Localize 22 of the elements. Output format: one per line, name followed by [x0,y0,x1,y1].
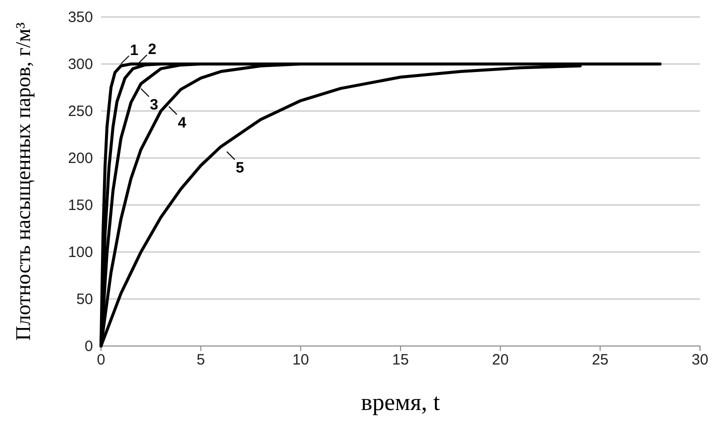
annotation: 4 [178,114,187,132]
y-tick-label: 100 [68,244,93,261]
x-tick-label: 25 [592,352,609,369]
y-tick-label: 150 [68,196,93,214]
x-tick-label: 15 [392,352,409,369]
annotation: 3 [150,96,158,114]
annotation: 1 [130,42,138,59]
x-tick-label: 0 [96,352,106,369]
y-tick-label: 0 [84,338,93,355]
x-axis-title: время, t [361,390,440,416]
y-axis-title: Плотность насыщенных паров, г/м³ [11,22,35,341]
y-tick-label: 300 [68,56,93,73]
x-tick-label: 20 [492,352,509,369]
y-tick-label: 250 [68,102,93,120]
y-tick-label: 200 [68,150,93,167]
y-tick-label: 350 [68,8,93,26]
y-tick-label: 50 [76,290,93,308]
x-tick-label: 10 [292,352,310,369]
annotation: 2 [148,40,156,58]
x-tick-label: 5 [196,352,206,369]
annotation: 5 [236,160,244,177]
x-tick-label: 30 [692,352,708,369]
